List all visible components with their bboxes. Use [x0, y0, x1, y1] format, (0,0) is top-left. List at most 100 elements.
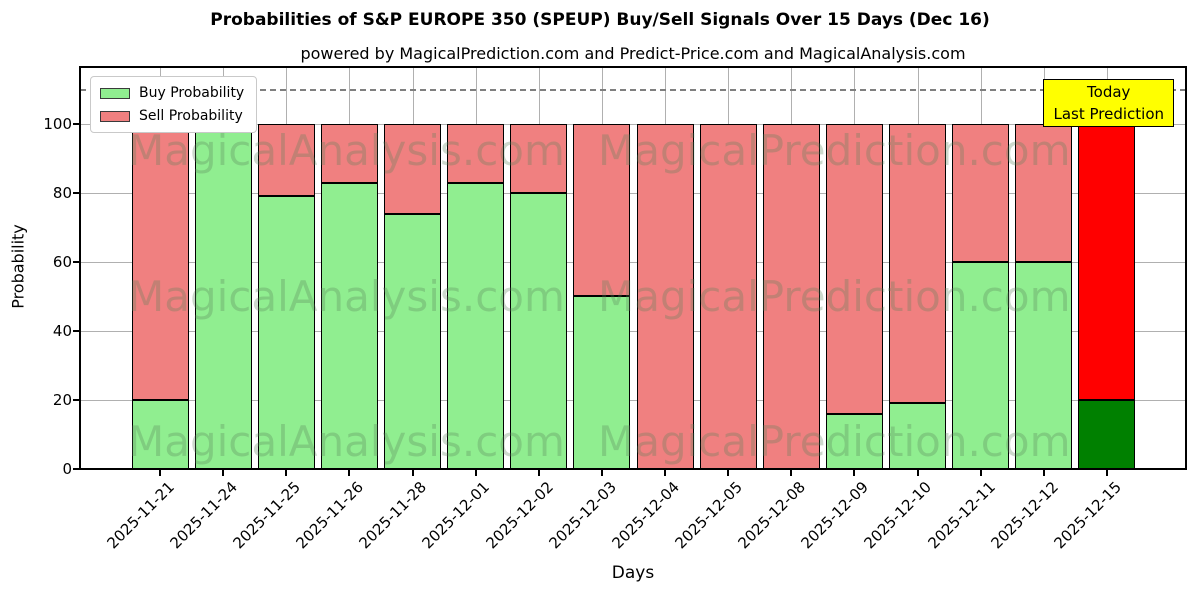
- x-tick-label-text: 2025-12-08: [734, 478, 810, 553]
- legend-label-buy: Buy Probability: [139, 85, 245, 101]
- x-tick-mark: [916, 470, 919, 476]
- x-tick-mark: [600, 470, 603, 476]
- x-tick-label-text: 2025-12-01: [419, 478, 494, 553]
- buy-color-swatch: [100, 87, 130, 99]
- x-tick-mark: [853, 470, 856, 476]
- chart-title: Probabilities of S&P EUROPE 350 (SPEUP) …: [210, 10, 990, 30]
- y-tick-label: 0: [62, 460, 72, 478]
- bar-2025-12-04: [636, 123, 694, 469]
- bar-2025-11-24: [194, 123, 252, 469]
- buy-segment: [510, 192, 568, 469]
- buy-segment: [952, 261, 1010, 469]
- sell-segment: [889, 123, 947, 404]
- sell-segment: [762, 123, 820, 469]
- bar-2025-12-09: [825, 123, 883, 469]
- y-tick-label: 20: [52, 390, 72, 409]
- sell-segment: [447, 123, 505, 183]
- x-tick-label-text: 2025-12-10: [860, 478, 936, 553]
- x-tick-label-text: 2025-12-03: [545, 478, 620, 553]
- sell-segment: [573, 123, 631, 297]
- x-tick-mark: [979, 470, 982, 476]
- bar-2025-12-12: [1015, 123, 1073, 469]
- x-tick-label-text: 2025-12-12: [987, 478, 1062, 553]
- sell-segment: [825, 123, 883, 414]
- sell-segment: [952, 123, 1010, 262]
- sell-segment: [320, 123, 378, 183]
- buy-segment: [384, 213, 442, 469]
- x-tick-label-text: 2025-11-28: [355, 478, 431, 553]
- bar-2025-12-08: [762, 123, 820, 469]
- h-gridline: [80, 261, 1186, 263]
- sell-segment: [1015, 123, 1073, 262]
- x-tick-mark: [664, 470, 667, 476]
- sell-segment: [699, 123, 757, 469]
- bar-2025-12-15: [1078, 123, 1136, 469]
- bar-2025-12-02: [510, 123, 568, 469]
- h-gridline: [80, 192, 1186, 194]
- y-tick-mark: [73, 260, 80, 263]
- x-tick-mark: [790, 470, 793, 476]
- x-tick-mark: [1042, 470, 1045, 476]
- bar-2025-11-26: [320, 123, 378, 469]
- y-tick-mark: [73, 122, 80, 125]
- x-tick-label-text: 2025-11-25: [229, 478, 304, 553]
- today-annotation-line2: Last Prediction: [1053, 105, 1164, 123]
- y-tick-label: 80: [52, 183, 72, 202]
- y-axis-label: Probability: [8, 224, 28, 309]
- y-tick-mark: [73, 398, 80, 401]
- x-tick-label-text: 2025-12-05: [671, 478, 746, 553]
- buy-segment: [1078, 400, 1136, 469]
- sell-segment: [131, 123, 189, 400]
- legend-label-sell: Sell Probability: [139, 108, 243, 124]
- x-tick-label-text: 2025-11-24: [166, 478, 241, 553]
- legend-row-sell: Sell Probability: [100, 108, 244, 124]
- bar-2025-12-03: [573, 123, 631, 469]
- bar-2025-11-25: [257, 123, 315, 469]
- buy-segment: [1015, 261, 1073, 469]
- bar-2025-12-10: [889, 123, 947, 469]
- sell-segment: [257, 123, 315, 197]
- x-tick-label-text: 2025-12-11: [924, 478, 999, 553]
- x-tick-label-text: 2025-11-26: [292, 478, 368, 553]
- bar-2025-12-11: [952, 123, 1010, 469]
- x-tick-mark: [159, 470, 161, 476]
- threshold-dashed-line: [80, 89, 1186, 92]
- y-tick-label: 40: [52, 321, 72, 340]
- buy-segment: [194, 123, 252, 469]
- sell-segment: [384, 123, 442, 214]
- bar-2025-12-01: [447, 123, 505, 469]
- x-tick-label-text: 2025-12-09: [797, 478, 873, 553]
- y-tick-mark: [73, 191, 80, 194]
- buy-segment: [889, 403, 947, 469]
- x-tick-mark: [348, 470, 351, 476]
- sell-color-swatch: [100, 110, 130, 122]
- x-tick-mark: [727, 470, 730, 476]
- x-tick-mark: [474, 470, 477, 476]
- buy-segment: [825, 413, 883, 469]
- x-tick-mark: [222, 470, 225, 476]
- y-tick-label: 60: [52, 252, 72, 271]
- x-tick-mark: [285, 470, 288, 476]
- buy-segment: [131, 400, 189, 469]
- h-gridline: [80, 123, 1186, 125]
- buy-segment: [573, 296, 631, 469]
- bar-2025-12-05: [699, 123, 757, 469]
- sell-segment: [510, 123, 568, 193]
- plot-area: MagicalAnalysis.com MagicalPrediction.com…: [79, 66, 1187, 470]
- legend-row-buy: Buy Probability: [100, 85, 244, 101]
- y-tick-label: 100: [43, 114, 72, 133]
- sell-segment: [1078, 123, 1136, 400]
- x-axis-label: Days: [611, 563, 655, 583]
- bar-2025-11-21: [131, 123, 189, 469]
- x-tick-mark: [411, 470, 414, 476]
- buy-segment: [447, 182, 505, 469]
- x-tick-mark: [537, 470, 540, 476]
- buy-segment: [257, 196, 315, 469]
- h-gridline: [80, 399, 1186, 401]
- sell-segment: [636, 123, 694, 469]
- today-annotation-line1: Today: [1087, 83, 1131, 101]
- x-tick-label-text: 2025-11-21: [103, 478, 178, 553]
- h-gridline: [80, 330, 1186, 332]
- bar-2025-11-28: [384, 123, 442, 469]
